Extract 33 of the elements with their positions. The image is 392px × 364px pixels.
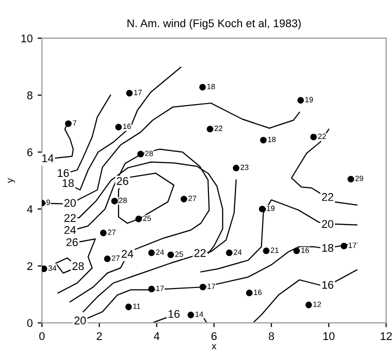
x-tick-label: 12 [380,332,392,340]
annotation: 16 [58,169,69,177]
y-tick-label: 0 [27,319,32,328]
x-tick-label: 6 [212,332,217,340]
x-axis-title: x [212,344,216,350]
annotation: 22 [322,193,334,201]
x-tick-label: 8 [268,332,274,340]
annotation: 26 [66,238,78,246]
y-tick-label: 6 [27,148,32,156]
annotation: 20 [64,199,76,207]
annotation: 28 [72,262,84,270]
x-tick-label: 10 [323,332,335,340]
annotation: 20 [322,220,334,228]
y-tick-label: 8 [27,91,32,100]
x-tick-label: 0 [39,332,45,340]
annotation: 20 [74,316,86,324]
annotation: 16 [168,310,180,318]
annotation: 24 [64,226,76,234]
chart-title: N. Am. wind (Fig5 Koch et al, 1983) [128,19,301,30]
y-tick-label: 10 [21,34,32,42]
annotation: 22 [194,249,206,257]
annotation: 16 [322,280,334,289]
annotation: 24 [122,250,134,258]
annotation: 18 [62,179,74,187]
annotation: 18 [322,244,334,252]
y-tick-label: 4 [26,205,33,214]
annotation: 22 [64,214,76,222]
y-axis-title: y [8,178,16,183]
x-tick-label: 2 [96,332,102,340]
y-tick-label: 2 [27,262,32,270]
annotation: 26 [116,177,128,185]
annotation: 14 [42,154,54,162]
x-tick-label: 4 [154,332,160,340]
